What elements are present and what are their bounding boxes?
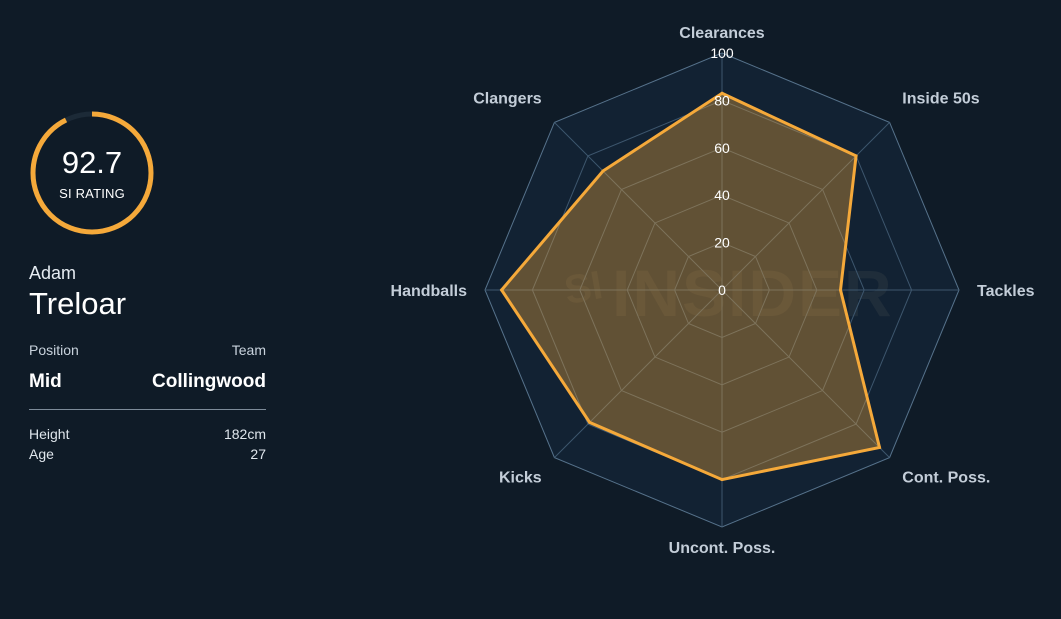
- meta-labels-row: Position Team: [29, 342, 266, 358]
- radar-tick-label-60: 60: [714, 140, 730, 156]
- radar-point-3: [839, 288, 842, 292]
- age-row: Age 27: [29, 446, 266, 462]
- radar-axis-label-kicks: Kicks: [499, 469, 542, 486]
- radar-point-1: [720, 91, 724, 95]
- radar-tick-label-80: 80: [714, 92, 730, 108]
- radar-axis-label-cont-poss: Cont. Poss.: [902, 469, 990, 486]
- rating-ring: 92.7 SI RATING: [29, 110, 155, 236]
- radar-axis-label-handballs: Handballs: [391, 283, 468, 300]
- radar-axis-label-clangers: Clangers: [473, 91, 542, 108]
- radar-point-7: [500, 288, 504, 292]
- radar-tick-label-100: 100: [710, 45, 734, 61]
- age-value: 27: [250, 446, 266, 462]
- radar-series: [499, 91, 882, 482]
- rating-value: 92.7: [61, 145, 123, 180]
- age-label: Age: [29, 446, 54, 462]
- radar-point-4: [878, 446, 882, 450]
- player-profile: 92.7 SI RATING Adam Treloar Position Tea…: [29, 110, 266, 462]
- player-last-name: Treloar: [29, 286, 127, 321]
- team-label: Team: [231, 342, 266, 358]
- radar-axis-label-inside-50s: Inside 50s: [902, 91, 979, 108]
- position-label: Position: [29, 342, 79, 358]
- watermark-logo: SI INSIDER: [561, 256, 894, 330]
- radar-ticks: 0 20 40 60 80 100: [710, 45, 734, 298]
- radar-axis-label-clearances: Clearances: [679, 25, 764, 42]
- radar-spoke-4: [721, 289, 890, 458]
- rating-progress-arc: [30, 111, 154, 235]
- player-first-name: Adam: [29, 263, 77, 283]
- radar-axis-labels: Clearances Inside 50s Tackles Cont. Poss. Un…: [391, 25, 1035, 557]
- watermark-small-text: SI: [561, 263, 606, 313]
- height-label: Height: [29, 426, 70, 442]
- radar-point-8: [601, 169, 605, 173]
- radar-tick-label-40: 40: [714, 187, 730, 203]
- radar-axis-label-tackles: Tackles: [977, 283, 1035, 300]
- rating-ring-graphic: [30, 111, 154, 235]
- radar-spoke-6: [554, 289, 723, 458]
- rating-label: SI RATING: [59, 186, 125, 201]
- radar-point-2: [854, 154, 858, 158]
- radar-point-5: [720, 478, 724, 482]
- radar-spoke-2: [721, 122, 890, 291]
- watermark-large-text: INSIDER: [612, 256, 894, 330]
- radar-spoke-8: [554, 122, 723, 291]
- height-row: Height 182cm: [29, 426, 266, 442]
- radar-tick-label-0: 0: [718, 282, 726, 298]
- position-value: Mid: [29, 371, 62, 392]
- radar-point-6: [588, 420, 592, 424]
- team-value: Collingwood: [152, 371, 266, 392]
- height-value: 182cm: [223, 426, 266, 442]
- radar-axis-label-uncont-poss: Uncont. Poss.: [669, 540, 776, 557]
- meta-values-row: Mid Collingwood: [29, 371, 266, 393]
- radar-tick-label-20: 20: [714, 235, 730, 251]
- divider: [29, 409, 266, 410]
